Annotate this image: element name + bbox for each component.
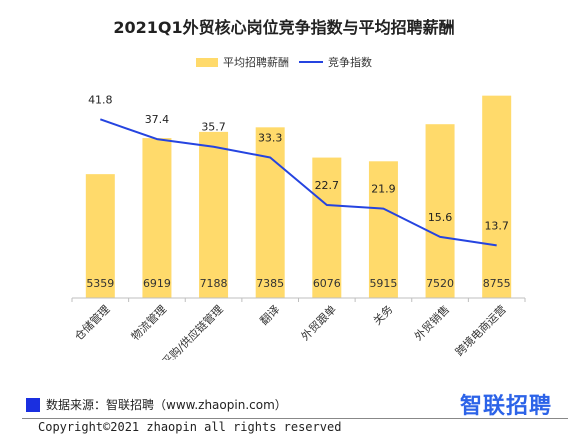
bar: [482, 95, 512, 298]
line-value-label: 37.4: [145, 113, 170, 126]
bar: [142, 138, 172, 298]
legend-swatch-competition: [299, 61, 323, 63]
line-value-label: 41.8: [88, 93, 113, 106]
legend-item-competition: 竞争指数: [299, 54, 372, 70]
legend: 平均招聘薪酬 竞争指数: [0, 54, 568, 70]
bar-value-label: 5915: [369, 277, 397, 290]
bar: [312, 157, 342, 298]
x-tick-label: 仓储管理: [71, 302, 112, 343]
bar-value-label: 6919: [143, 277, 171, 290]
data-source: 数据来源：智联招聘（www.zhaopin.com）: [26, 396, 287, 413]
chart-svg: 5359 6919 7188 7385 6076 5915 7520 8755 仓储管理 物流管理…: [71, 93, 526, 360]
legend-label-salary: 平均招聘薪酬: [223, 56, 289, 69]
x-tick-label: 翻译: [257, 302, 282, 327]
source-marker-icon: [26, 397, 40, 412]
copyright-text: Copyright©2021 zhaopin all rights reserv…: [38, 420, 342, 434]
line-value-label: 35.7: [201, 121, 226, 134]
bar-value-label: 7188: [200, 277, 228, 290]
bar-value-label: 5359: [86, 277, 114, 290]
bar: [255, 127, 285, 298]
line-value-label: 13.7: [484, 219, 509, 232]
bar-value-label: 6076: [313, 277, 341, 290]
bar: [85, 174, 115, 298]
x-tick-label: 跨境电商运营: [452, 302, 509, 359]
line-value-label: 15.6: [428, 211, 453, 224]
legend-label-competition: 竞争指数: [328, 56, 372, 69]
x-tick-label: 关务: [370, 302, 395, 327]
footer-divider: [22, 418, 568, 419]
line-value-label: 21.9: [371, 183, 396, 196]
competition-line: [99, 118, 497, 247]
source-text: 数据来源：智联招聘（www.zhaopin.com）: [46, 398, 287, 412]
bar-value-label: 8755: [483, 277, 511, 290]
bar: [425, 124, 455, 299]
line-value-label: 33.3: [258, 131, 283, 144]
bar: [199, 131, 229, 298]
x-tick-label: 外贸销售: [411, 302, 452, 343]
chart-title: 2021Q1外贸核心岗位竞争指数与平均招聘薪酬: [113, 18, 455, 37]
x-tick-label: 物流管理: [128, 302, 169, 343]
legend-swatch-salary: [196, 57, 218, 67]
x-tick-label: 外贸跟单: [299, 303, 339, 343]
line-value-label: 22.7: [315, 179, 340, 192]
bar-value-label: 7520: [426, 277, 454, 290]
bar: [368, 161, 398, 298]
legend-item-salary: 平均招聘薪酬: [196, 54, 289, 70]
bar-value-label: 7385: [256, 277, 284, 290]
x-tick-label: 采购/供应链管理: [159, 302, 226, 360]
zhaopin-logo: 智联招聘: [459, 394, 552, 419]
